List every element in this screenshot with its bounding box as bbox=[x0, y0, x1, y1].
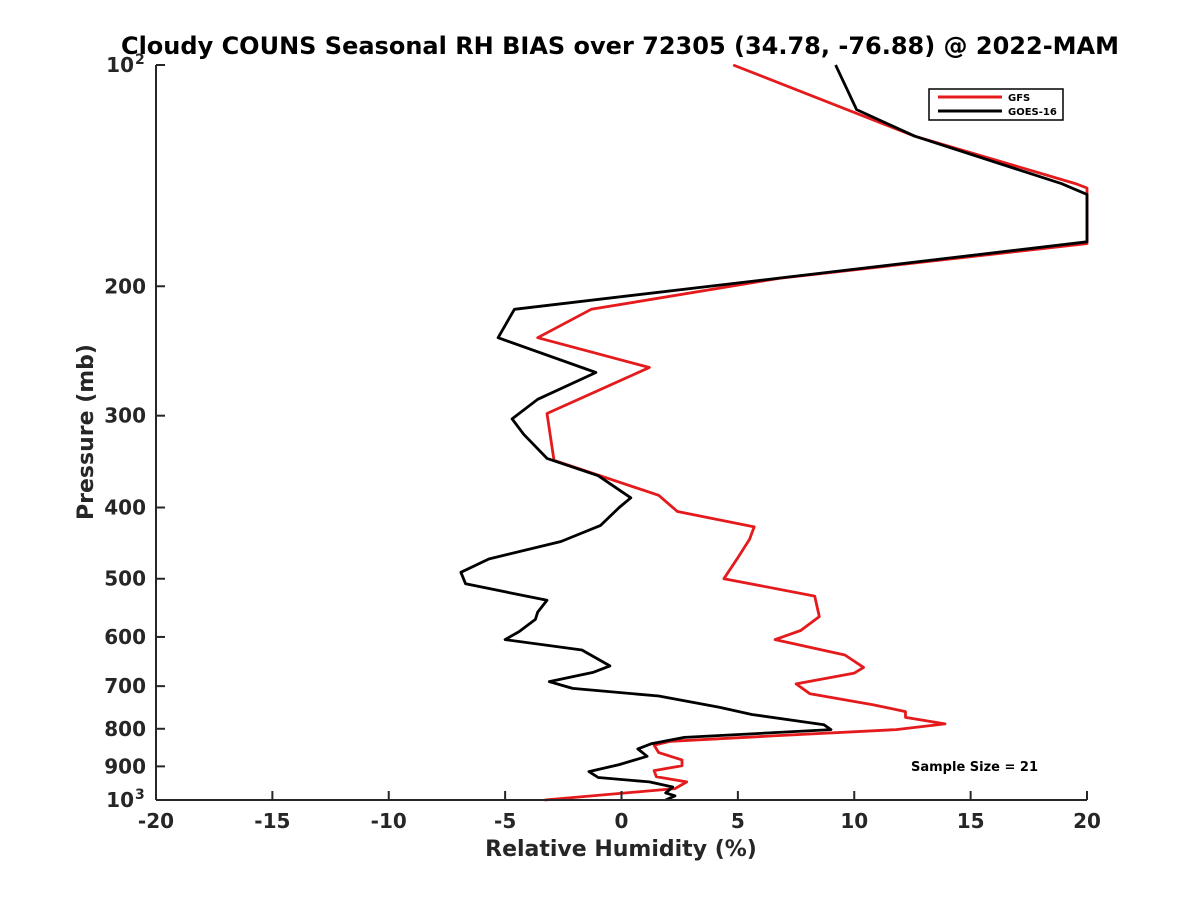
series-line-gfs bbox=[536, 63, 1089, 802]
y-tick-label: 600 bbox=[104, 625, 146, 649]
plot-area bbox=[459, 63, 1089, 802]
y-tick-label: 400 bbox=[104, 496, 146, 520]
y-tick-label: 10 bbox=[106, 788, 134, 812]
legend-label-goes16: GOES-16 bbox=[1008, 107, 1057, 118]
y-tick-exponent: 2 bbox=[135, 52, 145, 68]
x-tick-label: -15 bbox=[254, 809, 290, 833]
x-tick-label: -5 bbox=[494, 809, 516, 833]
y-tick-label: 300 bbox=[104, 404, 146, 428]
series-line-goes16 bbox=[459, 64, 1089, 802]
x-tick-label: 10 bbox=[840, 809, 868, 833]
y-tick-label: 10 bbox=[106, 53, 134, 77]
legend-label-gfs: GFS bbox=[1008, 93, 1030, 104]
x-tick-label: -10 bbox=[371, 809, 407, 833]
x-axis-label: Relative Humidity (%) bbox=[485, 837, 757, 862]
x-tick-label: 5 bbox=[731, 809, 745, 833]
sample-size-annotation: Sample Size = 21 bbox=[911, 760, 1038, 775]
y-tick-label: 200 bbox=[104, 274, 146, 298]
y-axis-label: Pressure (mb) bbox=[74, 344, 99, 520]
chart-title: Cloudy COUNS Seasonal RH BIAS over 72305… bbox=[121, 32, 1119, 60]
x-tick-label: 0 bbox=[615, 809, 629, 833]
x-axis-ticks: -20 -15 -10 -5 0 5 10 15 20 bbox=[138, 791, 1101, 833]
y-tick-label: 800 bbox=[104, 717, 146, 741]
y-tick-label: 700 bbox=[104, 674, 146, 698]
legend-box bbox=[928, 88, 1064, 121]
x-tick-label: 15 bbox=[957, 809, 985, 833]
y-tick-label: 500 bbox=[104, 567, 146, 591]
y-tick-label: 900 bbox=[104, 754, 146, 778]
y-tick-exponent: 3 bbox=[135, 787, 145, 803]
x-tick-label: 20 bbox=[1073, 809, 1101, 833]
legend: GFS GOES-16 bbox=[928, 88, 1064, 121]
x-tick-label: -20 bbox=[138, 809, 174, 833]
